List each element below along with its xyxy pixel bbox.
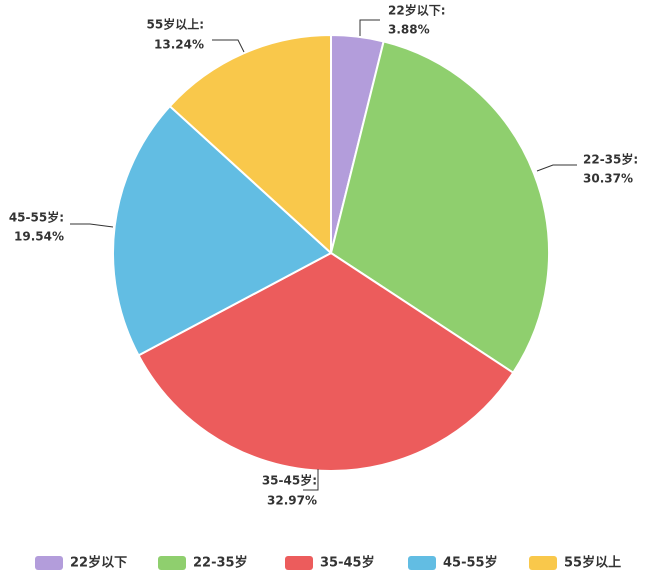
slice-label-value-35-45: 32.97% — [267, 494, 317, 508]
slice-labels: 22岁以下: 3.88% 22-35岁: 30.37% 35-45岁: 32.97% 45-… — [9, 3, 638, 508]
legend-label-22-35: 22-35岁 — [193, 555, 248, 571]
legend-item-over-55[interactable]: 55岁以上 — [529, 555, 621, 571]
leader-line-over-55 — [212, 39, 245, 53]
legend-swatch-under-22 — [35, 556, 63, 570]
legend: 22岁以下 22-35岁 35-45岁 45-55岁 55岁以上 — [35, 555, 621, 571]
slice-label-value-45-55: 19.54% — [14, 230, 64, 244]
legend-label-45-55: 45-55岁 — [443, 555, 498, 571]
label-leader-lines — [70, 19, 577, 491]
legend-item-22-35[interactable]: 22-35岁 — [158, 555, 248, 571]
legend-item-under-22[interactable]: 22岁以下 — [35, 555, 127, 571]
legend-label-35-45: 35-45岁 — [320, 555, 375, 571]
pie-slice-22-35[interactable] — [330, 40, 550, 374]
leader-line-22-35 — [536, 164, 577, 172]
legend-label-under-22: 22岁以下 — [70, 555, 127, 571]
slice-label-name-22-35: 22-35岁: — [583, 152, 638, 167]
slice-label-name-under-22: 22岁以下: — [388, 3, 446, 18]
legend-swatch-over-55 — [529, 556, 557, 570]
legend-item-45-55[interactable]: 45-55岁 — [408, 555, 498, 571]
slice-label-name-35-45: 35-45岁: — [262, 473, 317, 488]
slice-label-name-over-55: 55岁以上: — [147, 17, 205, 32]
legend-label-over-55: 55岁以上 — [564, 555, 621, 571]
pie-slices — [112, 34, 550, 472]
pie-slice-45-55[interactable] — [112, 105, 332, 357]
slice-label-name-45-55: 45-55岁: — [9, 210, 64, 225]
legend-swatch-35-45 — [285, 556, 313, 570]
slice-label-value-22-35: 30.37% — [583, 172, 633, 186]
pie-slice-over-55[interactable] — [168, 34, 332, 254]
leader-line-35-45 — [303, 469, 319, 491]
legend-swatch-22-35 — [158, 556, 186, 570]
leader-line-45-55 — [70, 223, 114, 228]
legend-item-35-45[interactable]: 35-45岁 — [285, 555, 375, 571]
slice-label-value-under-22: 3.88% — [388, 23, 430, 37]
legend-swatch-45-55 — [408, 556, 436, 570]
pie-slice-35-45[interactable] — [137, 252, 515, 472]
leader-line-under-22 — [359, 19, 380, 36]
slice-label-value-over-55: 13.24% — [154, 38, 204, 52]
